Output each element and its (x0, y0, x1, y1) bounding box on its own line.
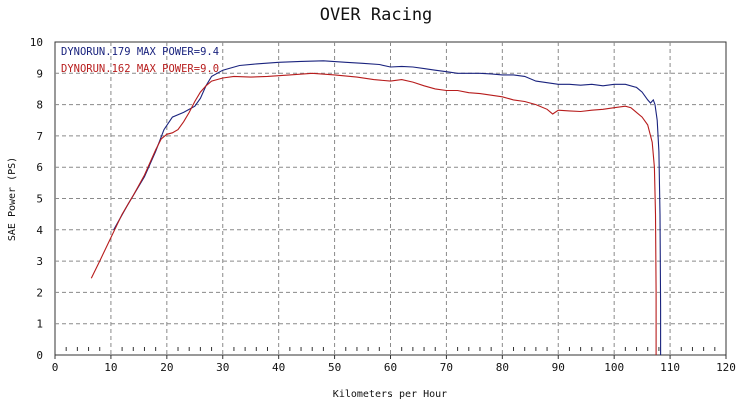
y-tick-label: 7 (36, 130, 43, 143)
x-tick-label: 20 (160, 361, 173, 374)
y-axis-label: SAE Power (PS) (7, 157, 18, 241)
x-tick-label: 80 (496, 361, 509, 374)
y-tick-label: 4 (36, 224, 43, 237)
x-tick-label: 50 (328, 361, 341, 374)
x-tick-label: 40 (272, 361, 285, 374)
x-axis-label: Kilometers per Hour (333, 389, 447, 400)
series-lines (90, 60, 662, 355)
x-tick-label: 30 (216, 361, 229, 374)
y-tick-label: 6 (36, 161, 43, 174)
axis-ticks: 0 10 20 30 40 50 60 70 80 90 100 110 120 0 1 2 3 4 5 6 7 8 9 10 (30, 36, 736, 374)
x-tick-label: 60 (384, 361, 397, 374)
y-tick-label: 3 (36, 255, 43, 268)
x-tick-label: 70 (440, 361, 453, 374)
x-tick-label: 100 (604, 361, 624, 374)
y-tick-label: 10 (30, 36, 43, 49)
legend-entry: DYNORUN.179 MAX POWER=9.4 (61, 46, 219, 58)
x-tick-label: 90 (552, 361, 565, 374)
x-tick-label: 10 (104, 361, 117, 374)
y-tick-label: 1 (36, 318, 43, 331)
y-tick-label: 8 (36, 99, 43, 112)
series-line (113, 60, 662, 355)
legend-entry: DYNORUN.162 MAX POWER=9.0 (61, 63, 219, 75)
x-tick-label: 0 (52, 361, 59, 374)
chart-title: OVER Racing (320, 5, 433, 25)
y-tick-label: 2 (36, 286, 43, 299)
y-tick-label: 0 (36, 349, 43, 362)
series-line (90, 72, 657, 355)
x-tick-label: 110 (660, 361, 680, 374)
grid (55, 42, 726, 355)
x-tick-label: 120 (716, 361, 736, 374)
y-tick-label: 5 (36, 193, 43, 206)
legend: DYNORUN.179 MAX POWER=9.4 DYNORUN.162 MAX… (61, 46, 219, 75)
y-tick-label: 9 (36, 67, 43, 80)
